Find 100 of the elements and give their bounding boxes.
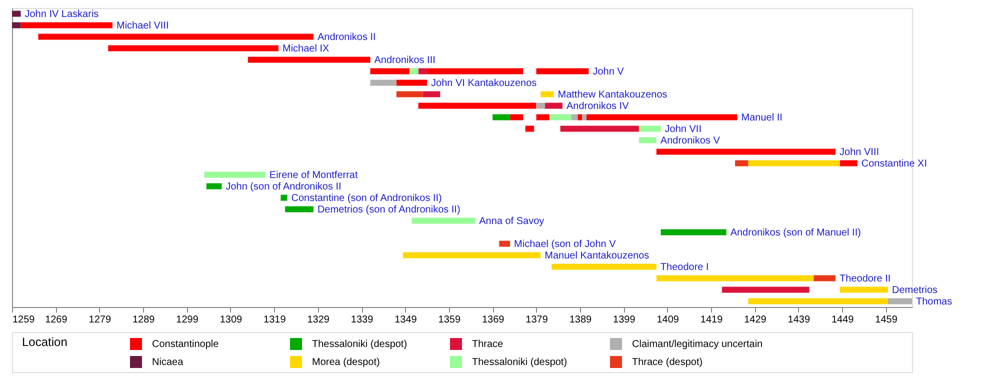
legend-label: Constantinople	[152, 339, 220, 350]
legend-label: Thrace (despot)	[632, 357, 703, 368]
x-tick-label: 1419	[700, 314, 724, 326]
x-tick-label: 1339	[350, 314, 374, 326]
x-tick-label: 1329	[307, 314, 330, 326]
y-tick-label: Eirene of Montferrat	[269, 170, 358, 181]
bar	[638, 126, 661, 132]
bar	[735, 160, 748, 166]
bar	[748, 160, 840, 166]
bar	[12, 22, 21, 28]
bar	[403, 252, 541, 258]
y-tick-label: Andronikos III	[374, 54, 436, 66]
bar	[571, 114, 578, 120]
bar	[888, 298, 912, 304]
bar	[20, 22, 112, 28]
x-tick-label: 1459	[875, 314, 898, 326]
bar	[586, 114, 738, 120]
y-tick-label: Michael VIII	[116, 20, 169, 32]
bar	[549, 114, 572, 120]
bar	[370, 68, 410, 74]
bar	[492, 114, 510, 120]
x-tick-label: 1299	[176, 314, 199, 326]
bar	[525, 126, 534, 132]
bar	[814, 275, 836, 282]
y-tick-label: John VIII	[840, 146, 880, 158]
x-tick-label: 1429	[744, 314, 767, 326]
bar	[108, 45, 279, 52]
legend-title: Location	[22, 335, 68, 349]
x-tick-label: 1349	[394, 314, 418, 326]
bar	[12, 10, 21, 17]
y-tick-label: John V	[592, 66, 624, 78]
y-tick-label: Matthew Kantakouzenos	[558, 89, 668, 100]
bar	[396, 80, 428, 86]
y-tick-label: Anna of Savoy	[479, 216, 544, 227]
bar	[280, 194, 288, 201]
y-tick-label: Demetrios (son of Andronikos II)	[317, 204, 460, 216]
bar	[840, 160, 858, 166]
x-tick-label: 1259	[12, 314, 36, 326]
bar	[722, 286, 810, 293]
bar	[578, 114, 582, 120]
bar	[656, 148, 836, 155]
bar	[536, 102, 546, 109]
x-tick-label: 1269	[45, 314, 68, 326]
bar	[206, 183, 222, 190]
bar	[38, 34, 314, 40]
y-tick-label: John (son of Andronikos II	[226, 181, 342, 192]
y-tick-label: Demetrios	[892, 284, 938, 296]
bar	[285, 206, 314, 212]
bar	[410, 68, 418, 74]
bar	[396, 91, 423, 98]
bar	[418, 68, 428, 74]
x-tick-label: 1309	[220, 314, 243, 326]
x-tick-label: 1389	[569, 314, 592, 326]
y-tick-label: Constantine (son of Andronikos II)	[291, 192, 442, 204]
y-tick-label: Theodore II	[840, 273, 891, 284]
y-tick-label: John VI Kantakouzenos	[431, 78, 537, 89]
x-tick-label: 1449	[831, 314, 854, 326]
bar	[418, 102, 536, 109]
x-tick-label: 1279	[88, 314, 112, 326]
y-tick-label: Andronikos V	[660, 135, 720, 146]
bar	[638, 137, 656, 144]
bar	[204, 172, 266, 178]
x-tick-label: 1439	[788, 314, 810, 326]
legend-label: Thessaloniki (despot)	[312, 339, 408, 350]
bar	[540, 91, 554, 98]
legend-label: Claimant/legitimacy uncertain	[632, 339, 763, 350]
legend-label: Nicaea	[152, 357, 184, 368]
bar	[499, 240, 510, 247]
bar	[510, 114, 524, 120]
y-tick-label: Michael (son of John V	[514, 238, 616, 250]
bar	[552, 264, 656, 270]
y-tick-label: Constantine XI	[861, 158, 927, 170]
bar	[582, 114, 587, 120]
x-tick-label: 1359	[438, 314, 461, 326]
y-tick-label: John IV Laskaris	[24, 8, 99, 20]
y-tick-label: Manuel II	[741, 112, 782, 124]
legend-label: Thrace	[472, 339, 504, 350]
y-tick-label: Thomas	[916, 296, 952, 308]
bar	[536, 68, 589, 74]
bar	[560, 126, 639, 132]
x-tick-label: 1399	[613, 314, 636, 326]
legend-label: Morea (despot)	[312, 357, 380, 368]
y-tick-label: Theodore I	[660, 262, 709, 273]
bar	[536, 114, 550, 120]
legend-label: Thessaloniki (despot)	[472, 357, 568, 368]
bar	[656, 275, 814, 282]
bar	[660, 229, 726, 236]
x-tick-label: 1379	[526, 314, 548, 326]
y-tick-label: John VII	[664, 124, 702, 135]
x-tick-label: 1369	[482, 314, 505, 326]
bar	[412, 218, 476, 224]
y-tick-label: Andronikos (son of Manuel II)	[730, 227, 861, 238]
bar	[427, 68, 524, 74]
bar	[248, 56, 370, 63]
bar	[370, 80, 396, 86]
x-tick-label: 1409	[656, 314, 680, 326]
x-tick-label: 1289	[132, 314, 156, 326]
x-tick-label: 1319	[264, 314, 286, 326]
y-tick-label: Michael IX	[282, 43, 330, 54]
bar	[545, 102, 562, 109]
